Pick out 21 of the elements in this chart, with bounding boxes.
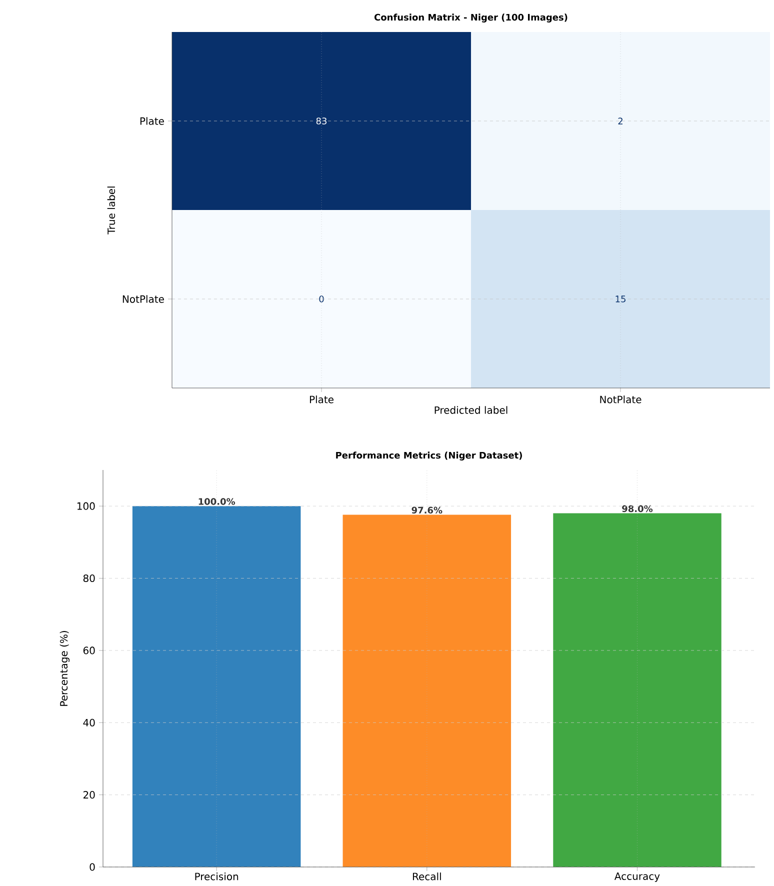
- y-tick-label: 20: [83, 791, 95, 799]
- data-label: 2: [618, 118, 622, 124]
- y-tick-label: 60: [83, 646, 95, 654]
- x-tick-label: Precision: [195, 872, 238, 880]
- data-label: 100.0%: [198, 498, 236, 505]
- chart-title: Performance Metrics (Niger Dataset): [336, 452, 522, 460]
- data-label: 83: [316, 118, 326, 124]
- y-tick-label: 40: [83, 718, 95, 726]
- x-tick-label: Accuracy: [614, 872, 660, 882]
- y-tick-label: 100: [77, 502, 95, 510]
- y-axis-title: True label: [107, 186, 116, 234]
- data-label: 15: [616, 296, 626, 302]
- y-tick-label: 0: [90, 863, 95, 871]
- y-tick-label: 80: [83, 574, 95, 582]
- chart-title: Confusion Matrix - Niger (100 Images): [374, 14, 568, 22]
- x-tick-label: Recall: [412, 872, 441, 880]
- y-axis-title: Percentage (%): [60, 630, 70, 706]
- data-label: 0: [319, 296, 324, 302]
- x-axis-title: Predicted label: [434, 406, 508, 414]
- data-label: 97.6%: [412, 506, 442, 514]
- data-label: 98.0%: [622, 505, 653, 512]
